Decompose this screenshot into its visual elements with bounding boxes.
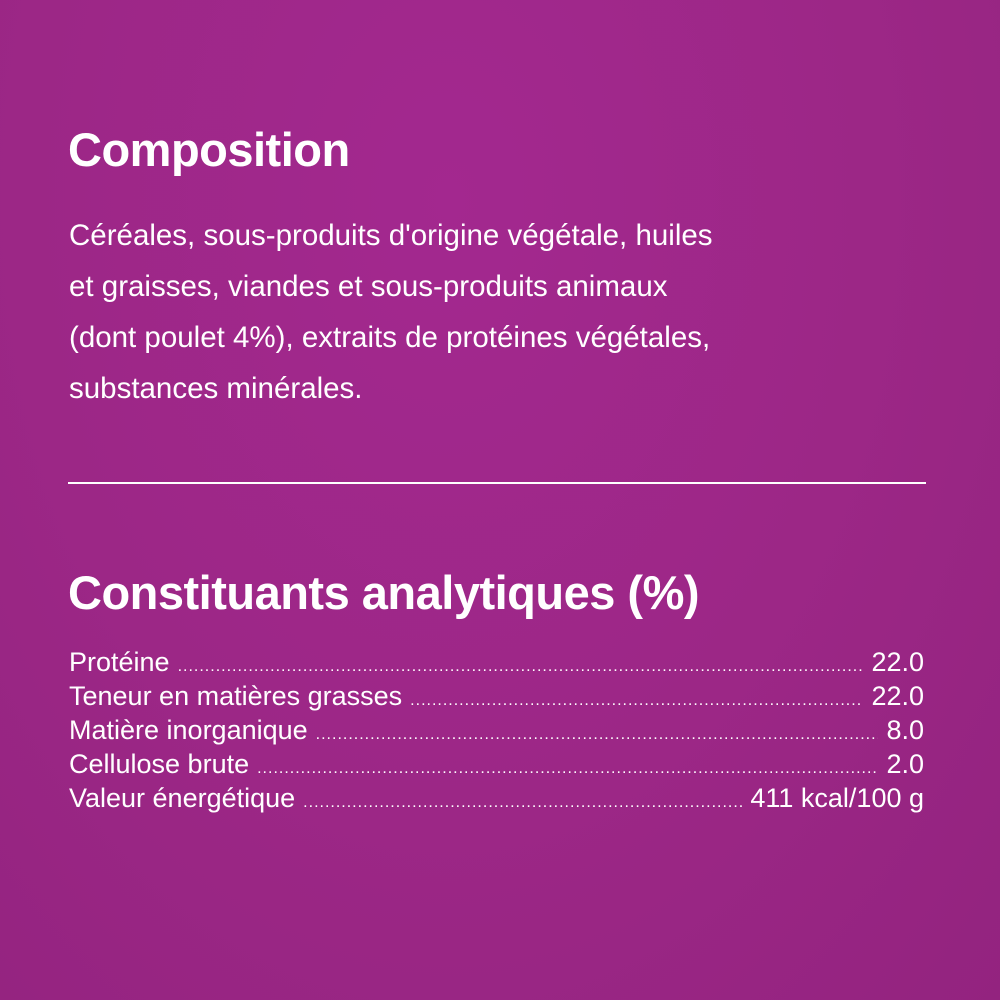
analytical-title: Constituants analytiques (%) bbox=[68, 566, 700, 619]
row-value: 411 kcal/100 g bbox=[750, 783, 924, 813]
composition-text: Céréales, sous-produits d'origine végéta… bbox=[69, 210, 939, 414]
table-row: Valeur énergétique 411 kcal/100 g bbox=[69, 783, 924, 817]
table-row: Matière inorganique 8.0 bbox=[69, 715, 924, 749]
analytical-table: Protéine 22.0 Teneur en matières grasses 2… bbox=[69, 647, 924, 817]
table-row: Teneur en matières grasses 22.0 bbox=[69, 681, 924, 715]
row-value: 22.0 bbox=[871, 681, 924, 711]
composition-line: Céréales, sous-produits d'origine végéta… bbox=[69, 219, 713, 252]
dot-leader bbox=[257, 760, 878, 778]
dot-leader bbox=[410, 692, 863, 710]
row-value: 22.0 bbox=[871, 647, 924, 677]
dot-leader bbox=[178, 658, 864, 676]
row-label: Matière inorganique bbox=[69, 715, 308, 745]
composition-line: substances minérales. bbox=[69, 372, 363, 405]
dot-leader bbox=[303, 794, 742, 812]
row-label: Cellulose brute bbox=[69, 749, 250, 779]
composition-title: Composition bbox=[68, 123, 350, 176]
row-label: Protéine bbox=[69, 647, 170, 677]
row-value: 8.0 bbox=[886, 715, 924, 745]
table-row: Protéine 22.0 bbox=[69, 647, 924, 681]
composition-line: (dont poulet 4%), extraits de protéines … bbox=[69, 321, 711, 354]
composition-line: et graisses, viandes et sous-produits an… bbox=[69, 270, 668, 303]
row-label: Teneur en matières grasses bbox=[69, 681, 403, 711]
dot-leader bbox=[316, 726, 879, 744]
row-value: 2.0 bbox=[886, 749, 924, 779]
row-label: Valeur énergétique bbox=[69, 783, 296, 813]
table-row: Cellulose brute 2.0 bbox=[69, 749, 924, 783]
divider bbox=[68, 482, 926, 484]
